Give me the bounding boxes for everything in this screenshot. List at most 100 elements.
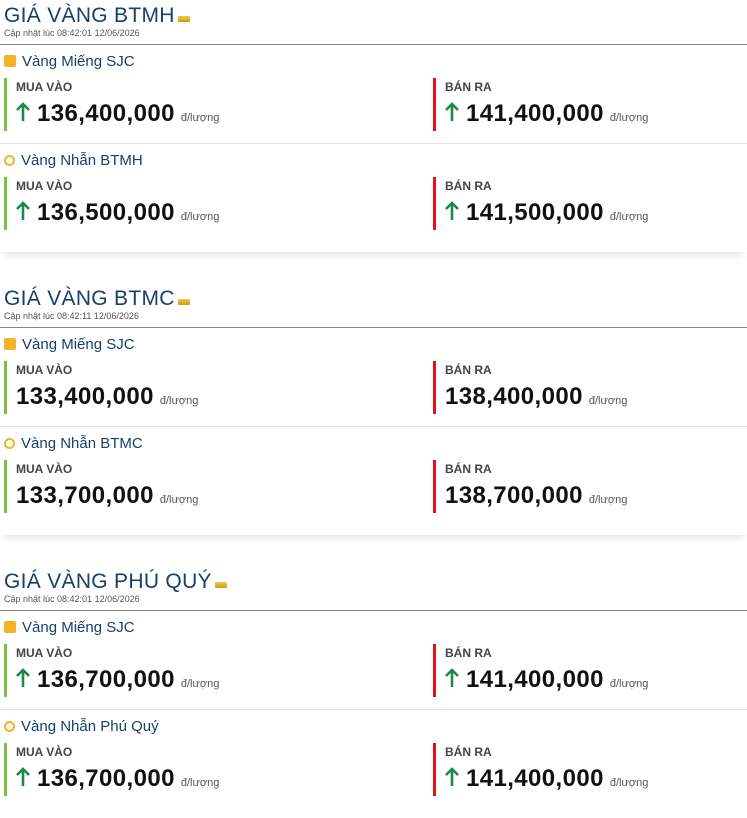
gold-icon xyxy=(177,16,190,22)
product-row: Vàng Miếng SJC MUA VÀO 136,400,000 đ/lượng B… xyxy=(0,45,747,144)
buy-value: 136,400,000 đ/lượng xyxy=(16,100,219,128)
product-icon xyxy=(4,621,16,633)
sell-column: BÁN RA 141,400,000 đ/lượng xyxy=(433,78,648,131)
buy-unit: đ/lượng xyxy=(180,112,220,124)
buy-price: 133,700,000 xyxy=(16,482,154,509)
price-section: GIÁ VÀNG BTMH Cập nhật lúc 08:42:01 12/06… xyxy=(0,0,747,252)
up-arrow xyxy=(16,201,30,220)
updated-time: Cập nhật lúc 08:42:01 12/06/2026 xyxy=(4,28,140,38)
product-name: Vàng Nhẫn BTMH xyxy=(4,152,143,169)
product-row: Vàng Miếng SJC MUA VÀO 136,700,000 đ/lượng B… xyxy=(0,611,747,710)
buy-unit: đ/lượng xyxy=(159,395,199,407)
sell-value: 141,500,000 đ/lượng xyxy=(445,199,648,227)
sell-unit: đ/lượng xyxy=(588,395,628,407)
buy-unit: đ/lượng xyxy=(159,494,199,506)
product-name: Vàng Nhẫn Phú Quý xyxy=(4,718,159,735)
buy-price: 136,400,000 xyxy=(37,100,175,127)
buy-unit: đ/lượng xyxy=(180,211,220,223)
title-text: GIÁ VÀNG PHÚ QUÝ xyxy=(4,570,212,593)
sell-label: BÁN RA xyxy=(445,80,492,94)
product-icon xyxy=(4,338,16,350)
sell-label: BÁN RA xyxy=(445,462,492,476)
buy-label: MUA VÀO xyxy=(16,179,73,193)
sell-price: 138,400,000 xyxy=(445,383,583,410)
product-name-text: Vàng Miếng SJC xyxy=(22,619,135,636)
sell-price: 141,500,000 xyxy=(466,199,604,226)
up-arrow xyxy=(16,102,30,121)
section-title: GIÁ VÀNG PHÚ QUÝ xyxy=(4,570,227,594)
section-title: GIÁ VÀNG BTMC xyxy=(4,287,190,311)
buy-value: 136,700,000 đ/lượng xyxy=(16,765,219,793)
product-name: Vàng Nhẫn BTMC xyxy=(4,435,143,452)
product-name-text: Vàng Miếng SJC xyxy=(22,53,135,70)
sell-value: 141,400,000 đ/lượng xyxy=(445,666,648,694)
buy-column: MUA VÀO 136,700,000 đ/lượng xyxy=(4,644,219,697)
gold-icon xyxy=(177,299,190,305)
buy-unit: đ/lượng xyxy=(180,777,220,789)
up-arrow xyxy=(445,668,459,687)
sell-value: 141,400,000 đ/lượng xyxy=(445,100,648,128)
product-icon xyxy=(4,721,15,732)
sell-unit: đ/lượng xyxy=(609,211,649,223)
buy-value: 133,700,000 đ/lượng xyxy=(16,482,198,510)
buy-label: MUA VÀO xyxy=(16,462,73,476)
product-icon xyxy=(4,155,15,166)
buy-column: MUA VÀO 133,700,000 đ/lượng xyxy=(4,460,198,513)
title-text: GIÁ VÀNG BTMC xyxy=(4,287,175,310)
up-arrow xyxy=(445,102,459,121)
product-icon xyxy=(4,55,16,67)
buy-price: 133,400,000 xyxy=(16,383,154,410)
sell-value: 138,400,000 đ/lượng xyxy=(445,383,627,411)
title-text: GIÁ VÀNG BTMH xyxy=(4,4,175,27)
divider xyxy=(0,610,747,611)
divider xyxy=(0,327,747,328)
sell-price: 141,400,000 xyxy=(466,100,604,127)
sell-column: BÁN RA 141,500,000 đ/lượng xyxy=(433,177,648,230)
product-name-text: Vàng Miếng SJC xyxy=(22,336,135,353)
product-name: Vàng Miếng SJC xyxy=(4,53,135,70)
sell-column: BÁN RA 138,400,000 đ/lượng xyxy=(433,361,627,414)
sell-label: BÁN RA xyxy=(445,363,492,377)
sell-label: BÁN RA xyxy=(445,745,492,759)
buy-label: MUA VÀO xyxy=(16,745,73,759)
buy-value: 136,700,000 đ/lượng xyxy=(16,666,219,694)
product-name-text: Vàng Nhẫn Phú Quý xyxy=(21,718,159,735)
product-name: Vàng Miếng SJC xyxy=(4,619,135,636)
price-section: GIÁ VÀNG BTMC Cập nhật lúc 08:42:11 12/06… xyxy=(0,283,747,535)
sell-price: 141,400,000 xyxy=(466,666,604,693)
buy-price: 136,700,000 xyxy=(37,765,175,792)
updated-time: Cập nhật lúc 08:42:01 12/06/2026 xyxy=(4,594,140,604)
buy-label: MUA VÀO xyxy=(16,363,73,377)
product-row: Vàng Nhẫn BTMH MUA VÀO 136,500,000 đ/lượng B… xyxy=(0,143,747,243)
sell-label: BÁN RA xyxy=(445,646,492,660)
product-name-text: Vàng Nhẫn BTMH xyxy=(21,152,143,169)
updated-time: Cập nhật lúc 08:42:11 12/06/2026 xyxy=(4,311,139,321)
sell-unit: đ/lượng xyxy=(588,494,628,506)
buy-value: 136,500,000 đ/lượng xyxy=(16,199,219,227)
sell-column: BÁN RA 141,400,000 đ/lượng xyxy=(433,743,648,796)
section-title: GIÁ VÀNG BTMH xyxy=(4,4,190,28)
sell-unit: đ/lượng xyxy=(609,777,649,789)
gold-icon xyxy=(214,582,227,588)
buy-value: 133,400,000 đ/lượng xyxy=(16,383,198,411)
sell-price: 138,700,000 xyxy=(445,482,583,509)
up-arrow xyxy=(16,767,30,786)
divider xyxy=(0,44,747,45)
buy-column: MUA VÀO 133,400,000 đ/lượng xyxy=(4,361,198,414)
product-name-text: Vàng Nhẫn BTMC xyxy=(21,435,143,452)
sell-column: BÁN RA 141,400,000 đ/lượng xyxy=(433,644,648,697)
sell-unit: đ/lượng xyxy=(609,112,649,124)
buy-column: MUA VÀO 136,500,000 đ/lượng xyxy=(4,177,219,230)
product-row: Vàng Miếng SJC MUA VÀO 133,400,000 đ/lượng B… xyxy=(0,328,747,427)
buy-column: MUA VÀO 136,400,000 đ/lượng xyxy=(4,78,219,131)
buy-price: 136,500,000 xyxy=(37,199,175,226)
buy-label: MUA VÀO xyxy=(16,80,73,94)
sell-value: 141,400,000 đ/lượng xyxy=(445,765,648,793)
buy-unit: đ/lượng xyxy=(180,678,220,690)
buy-price: 136,700,000 xyxy=(37,666,175,693)
buy-column: MUA VÀO 136,700,000 đ/lượng xyxy=(4,743,219,796)
up-arrow xyxy=(445,767,459,786)
sell-column: BÁN RA 138,700,000 đ/lượng xyxy=(433,460,627,513)
